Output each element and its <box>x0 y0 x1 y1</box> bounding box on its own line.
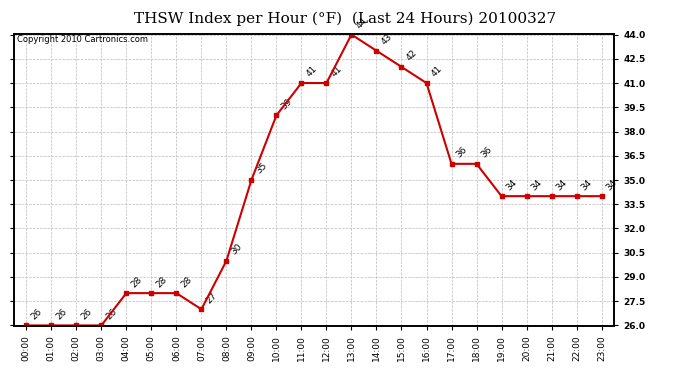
Text: 41: 41 <box>329 64 344 79</box>
Text: 26: 26 <box>29 307 43 321</box>
Text: 28: 28 <box>154 274 168 289</box>
Text: 27: 27 <box>204 291 219 305</box>
Text: 26: 26 <box>104 307 119 321</box>
Text: 42: 42 <box>404 48 419 63</box>
Text: 44: 44 <box>354 16 368 30</box>
Text: 41: 41 <box>429 64 444 79</box>
Text: 34: 34 <box>529 178 544 192</box>
Text: 34: 34 <box>580 178 594 192</box>
Text: 34: 34 <box>604 178 619 192</box>
Text: 34: 34 <box>504 178 519 192</box>
Text: 41: 41 <box>304 64 319 79</box>
Text: 43: 43 <box>380 32 394 46</box>
Text: 36: 36 <box>480 145 494 160</box>
Text: 28: 28 <box>179 274 194 289</box>
Text: 34: 34 <box>554 178 569 192</box>
Text: Copyright 2010 Cartronics.com: Copyright 2010 Cartronics.com <box>17 35 148 44</box>
Text: 30: 30 <box>229 242 244 256</box>
Text: 35: 35 <box>254 161 268 176</box>
Text: 28: 28 <box>129 274 144 289</box>
Text: 26: 26 <box>79 307 94 321</box>
Text: 36: 36 <box>454 145 469 160</box>
Text: 39: 39 <box>279 97 294 111</box>
Text: THSW Index per Hour (°F)  (Last 24 Hours) 20100327: THSW Index per Hour (°F) (Last 24 Hours)… <box>134 11 556 26</box>
Text: 26: 26 <box>54 307 68 321</box>
